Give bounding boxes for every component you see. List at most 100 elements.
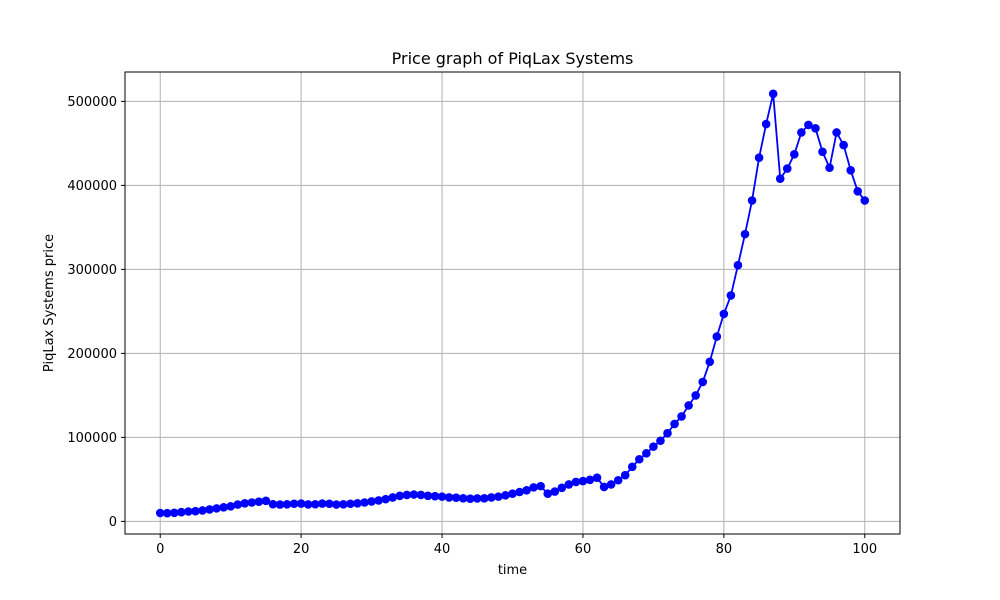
x-tick-label: 20	[293, 542, 310, 557]
data-point	[268, 499, 278, 509]
data-point	[480, 494, 489, 503]
data-point	[599, 482, 609, 492]
data-point	[585, 475, 595, 485]
data-point	[170, 508, 179, 518]
data-point	[472, 494, 482, 503]
data-point	[325, 499, 334, 509]
data-point	[494, 492, 503, 501]
data-point	[846, 165, 855, 175]
data-point	[557, 483, 567, 493]
data-point	[656, 436, 665, 446]
data-point	[782, 164, 792, 173]
data-point	[177, 507, 186, 517]
data-point	[747, 196, 757, 205]
data-point	[578, 476, 588, 486]
series-layer	[155, 89, 870, 518]
x-tick-label: 80	[716, 542, 733, 557]
x-axis-ticks: 0 20 40 60 80 100	[156, 534, 877, 557]
data-point	[677, 412, 686, 421]
y-axis-ticks: 0 100000 200000 300000 400000 500000	[67, 95, 125, 530]
data-point	[649, 442, 658, 451]
data-point	[804, 120, 813, 130]
data-point	[219, 502, 228, 512]
data-point	[571, 477, 581, 487]
data-point	[155, 508, 165, 518]
data-point	[409, 490, 419, 499]
data-point	[487, 493, 496, 502]
data-point	[458, 494, 468, 503]
x-tick-label: 100	[852, 542, 877, 557]
data-point	[339, 500, 348, 509]
data-point	[663, 428, 672, 438]
chart-title: Price graph of PiqLax Systems	[392, 49, 634, 68]
data-point	[606, 480, 616, 489]
data-point	[275, 500, 285, 509]
data-point	[698, 377, 708, 387]
data-point	[416, 490, 426, 500]
data-point	[353, 499, 362, 508]
data-point	[740, 229, 750, 239]
data-point	[501, 491, 510, 500]
data-point	[289, 499, 299, 509]
data-point	[825, 163, 834, 173]
y-tick-label: 400000	[67, 179, 117, 194]
data-point	[761, 119, 771, 129]
data-point	[508, 489, 517, 498]
x-tick-label: 40	[434, 542, 451, 557]
data-point	[402, 490, 412, 500]
data-point	[191, 506, 200, 516]
data-point	[162, 508, 172, 518]
data-point	[317, 499, 327, 508]
data-point	[381, 494, 390, 504]
data-point	[515, 487, 524, 497]
data-point	[282, 500, 292, 509]
data-point	[543, 489, 553, 498]
data-point	[712, 332, 722, 341]
data-point	[592, 473, 602, 483]
data-point	[853, 186, 863, 196]
data-point	[367, 497, 376, 506]
data-point	[550, 487, 560, 496]
data-point	[642, 449, 651, 458]
data-point	[726, 291, 736, 300]
data-point	[437, 492, 447, 501]
data-point	[620, 470, 630, 480]
data-point	[775, 174, 785, 183]
data-point	[768, 89, 778, 99]
data-point	[254, 497, 264, 506]
y-tick-label: 100000	[67, 431, 117, 446]
data-point	[310, 499, 320, 509]
data-point	[790, 150, 799, 159]
data-point	[247, 498, 257, 507]
data-point	[705, 357, 715, 367]
data-point	[811, 123, 820, 133]
y-tick-label: 500000	[67, 95, 117, 110]
data-point	[388, 493, 398, 502]
data-point	[529, 483, 538, 492]
y-axis-label: PiqLax Systems price	[42, 234, 57, 372]
data-point	[444, 493, 454, 502]
data-point	[451, 493, 461, 503]
y-tick-label: 0	[109, 515, 117, 530]
data-point	[395, 491, 405, 501]
data-point	[719, 309, 729, 319]
data-point	[797, 128, 806, 137]
data-point	[635, 454, 644, 464]
data-point	[613, 475, 623, 485]
data-point	[240, 499, 250, 508]
data-point	[205, 505, 214, 514]
data-point	[754, 153, 764, 162]
data-point	[733, 260, 743, 270]
data-point	[346, 499, 355, 509]
data-point	[860, 196, 870, 205]
data-point	[670, 419, 679, 429]
data-point	[374, 496, 383, 505]
data-point	[226, 501, 235, 511]
data-point	[832, 128, 841, 137]
data-point	[684, 401, 693, 410]
x-axis-label: time	[498, 563, 527, 578]
data-point	[303, 500, 313, 509]
data-point	[233, 500, 243, 509]
data-point	[627, 462, 637, 472]
